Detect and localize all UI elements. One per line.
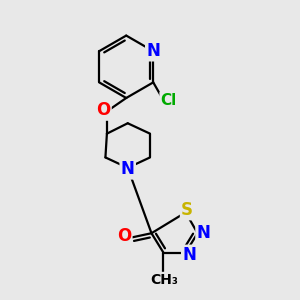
Text: CH₃: CH₃ [150, 273, 178, 287]
Text: O: O [117, 227, 131, 245]
Text: O: O [96, 101, 110, 119]
Text: Cl: Cl [160, 93, 177, 108]
Text: N: N [121, 160, 135, 178]
Text: S: S [181, 201, 193, 219]
Text: N: N [146, 42, 160, 60]
Text: N: N [196, 224, 210, 242]
Text: N: N [182, 246, 196, 264]
